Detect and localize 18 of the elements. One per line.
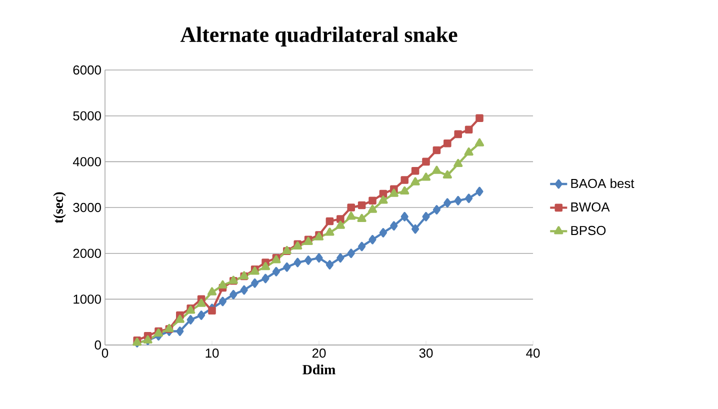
x-tick-label: 20 [312,348,326,358]
chart-title: Alternate quadrilateral snake [180,26,458,47]
x-tick-label: 30 [419,348,433,358]
y-tick-label: 3000 [73,202,101,212]
y-tick-label: 2000 [73,248,101,258]
legend-label: BAOA best [571,178,634,188]
legend-label: BWOA [571,202,610,212]
x-axis-title: Ddim [302,364,336,374]
y-tick-label: 0 [94,340,101,350]
x-tick-label: 40 [526,348,540,358]
legend-label: BPSO [571,226,606,236]
x-tick-label: 10 [206,348,219,358]
y-tick-label: 4000 [72,157,101,166]
y-tick-label: 6000 [73,65,101,75]
y-tick-label: 5000 [73,111,101,120]
y-tick-label: 1000 [74,294,101,304]
x-tick-label: 0 [102,348,108,358]
y-axis-title: t(sec) [53,192,66,224]
